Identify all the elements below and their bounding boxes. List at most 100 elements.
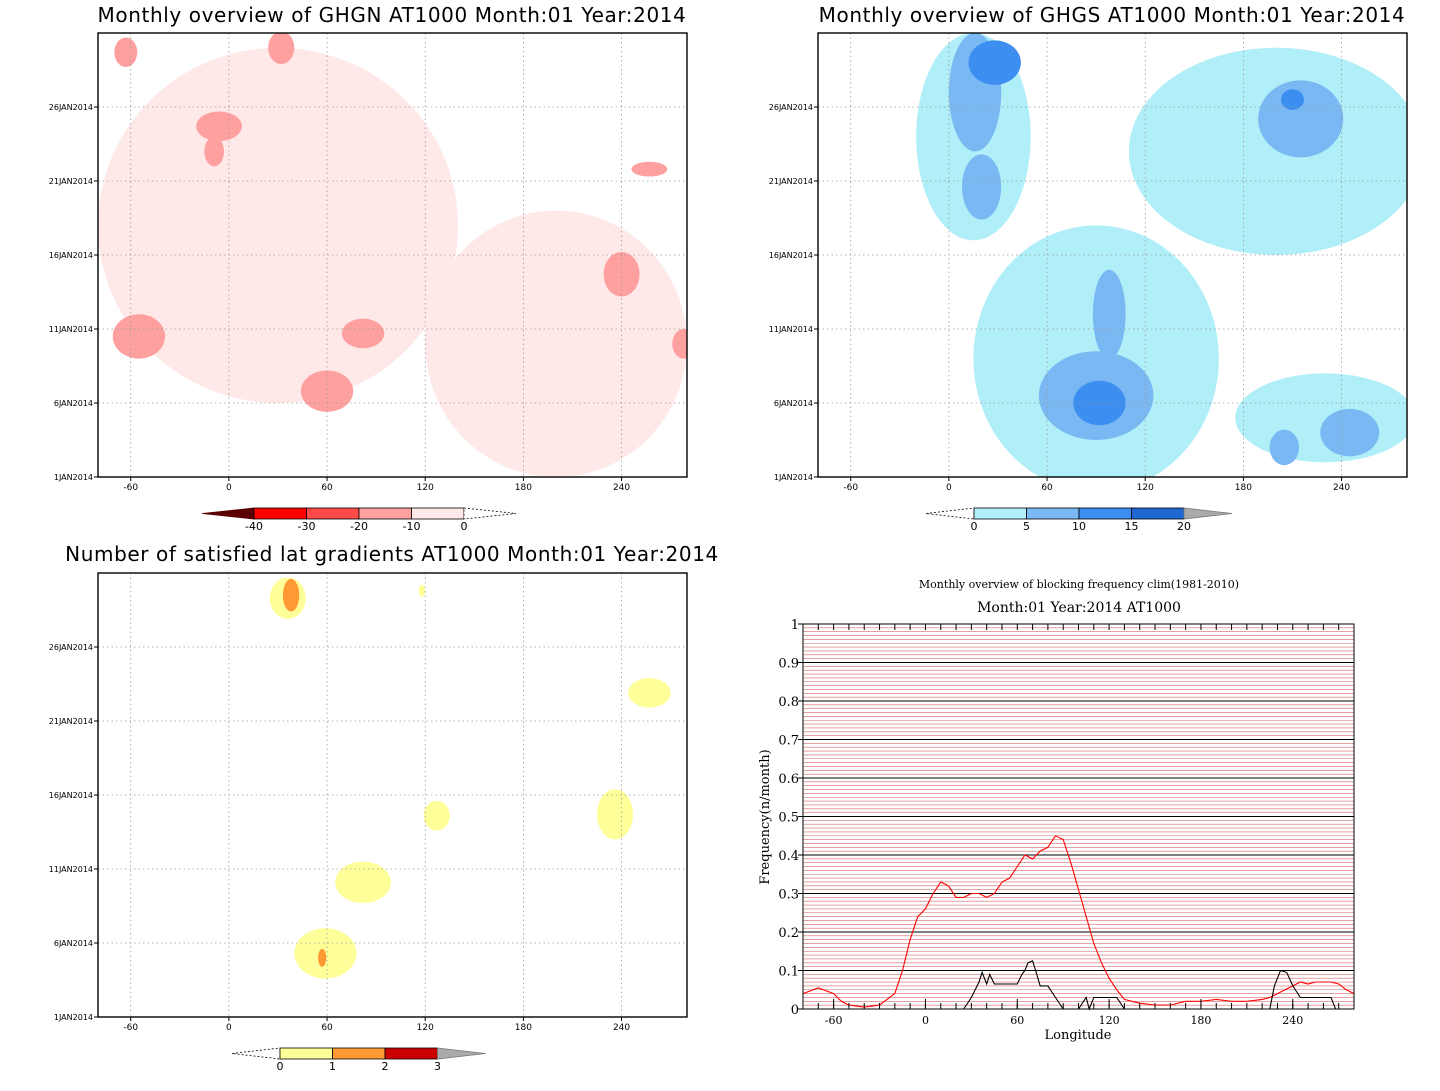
y-tick-label: 16JAN2014	[49, 791, 93, 800]
lat-panel: Number of satisfied lat gradients AT1000…	[49, 542, 718, 1073]
blocking-panel: Monthly overview of blocking frequency c…	[758, 578, 1355, 1043]
contour-region	[204, 136, 224, 167]
blocking-title: Monthly overview of blocking frequency c…	[919, 578, 1239, 591]
contour-region	[318, 948, 327, 967]
contour-region	[268, 33, 295, 65]
blocking-ylabel: Frequency(n/month)	[758, 749, 773, 884]
colorbar-box	[384, 1047, 438, 1060]
contour-region	[1128, 47, 1407, 255]
contour-region	[1320, 408, 1380, 457]
ghgs-panel: Monthly overview of GHGS AT1000 Month:01…	[769, 3, 1408, 533]
ghgn-field	[98, 33, 687, 477]
colorbar-label: 0	[461, 520, 468, 533]
y-tick-label: 21JAN2014	[769, 177, 813, 186]
x-tick-label: 120	[1099, 1014, 1120, 1027]
contour-region	[196, 111, 242, 142]
colorbar-box	[358, 507, 412, 520]
colorbar-label: 2	[382, 1060, 389, 1073]
ghgn-colorbar: -40 -30 -20 -10 0	[201, 507, 517, 533]
y-tick-label: 16JAN2014	[769, 251, 813, 260]
y-tick-label: 0.6	[778, 772, 799, 787]
y-tick-label: 11JAN2014	[769, 325, 813, 334]
colorbar-label: 15	[1125, 520, 1139, 533]
contour-region	[1269, 429, 1300, 466]
x-tick-label: 60	[321, 1023, 333, 1033]
colorbar-box	[279, 1047, 333, 1060]
contour-region	[423, 800, 450, 831]
y-tick-label: 0.1	[778, 965, 799, 980]
ghgn-grid	[98, 33, 687, 477]
contour-region	[1073, 380, 1126, 426]
ghgs-title: Monthly overview of GHGS AT1000 Month:01…	[819, 3, 1406, 27]
lat-grid	[98, 573, 687, 1017]
colorbar-label: -10	[403, 520, 421, 533]
colorbar-label: 10	[1072, 520, 1086, 533]
colorbar-label: 3	[434, 1060, 441, 1073]
contour-region	[112, 314, 166, 359]
y-tick-label: 21JAN2014	[49, 177, 93, 186]
contour-region	[418, 584, 426, 597]
contour-region	[98, 47, 458, 403]
colorbar-label: -30	[298, 520, 316, 533]
colorbar-box	[1026, 507, 1080, 520]
y-tick-label: 1JAN2014	[54, 1013, 93, 1022]
x-tick-label: 180	[1190, 1014, 1211, 1027]
lat-colorbar: 0 1 2 3	[231, 1047, 486, 1073]
y-tick-label: 11JAN2014	[49, 325, 93, 334]
colorbar-box	[1078, 507, 1132, 520]
ghgs-field	[818, 33, 1407, 477]
x-tick-label: 240	[1333, 483, 1350, 493]
x-tick-label: 0	[946, 483, 952, 493]
ghgs-colorbar: 0 5 10 15 20	[925, 507, 1233, 533]
y-tick-label: 0.3	[778, 888, 799, 903]
x-tick-label: 60	[1041, 483, 1053, 493]
blocking-lines	[802, 835, 1355, 1011]
y-tick-label: 26JAN2014	[49, 643, 93, 652]
colorbar-left-arrow	[925, 507, 975, 520]
colorbar-label: 0	[971, 520, 978, 533]
contour-region	[335, 861, 391, 904]
x-tick-label: 180	[1235, 483, 1252, 493]
contour-region	[597, 789, 634, 840]
contour-region	[300, 370, 354, 412]
y-tick-label: 0	[791, 1003, 799, 1018]
colorbar-box	[411, 507, 465, 520]
colorbar-right-arrow	[437, 1047, 486, 1060]
colorbar-box	[332, 1047, 386, 1060]
contour-region	[631, 161, 668, 177]
x-tick-label: 0	[226, 1023, 232, 1033]
y-tick-label: 1JAN2014	[54, 473, 93, 482]
blocking-xlabel: Longitude	[1045, 1028, 1112, 1043]
y-tick-label: 6JAN2014	[774, 399, 813, 408]
contour-region	[628, 678, 671, 708]
y-tick-label: 0.7	[778, 734, 799, 749]
y-tick-label: 26JAN2014	[769, 103, 813, 112]
y-tick-label: 21JAN2014	[49, 717, 93, 726]
contour-region	[672, 329, 687, 359]
colorbar-label: 5	[1023, 520, 1030, 533]
x-tick-label: 240	[613, 1023, 630, 1033]
x-tick-label: -60	[843, 483, 858, 493]
colorbar-box	[973, 507, 1027, 520]
y-tick-label: 0.8	[778, 695, 799, 710]
contour-region	[968, 40, 1021, 85]
x-tick-label: -60	[123, 483, 138, 493]
x-tick-label: 240	[1282, 1014, 1303, 1027]
x-tick-label: 240	[613, 483, 630, 493]
x-tick-label: 120	[1137, 483, 1154, 493]
y-tick-label: 0.2	[778, 926, 799, 941]
ghgn-title: Monthly overview of GHGN AT1000 Month:01…	[98, 3, 687, 27]
contour-region	[114, 37, 138, 68]
y-tick-label: 6JAN2014	[54, 399, 93, 408]
colorbar-label: -40	[245, 520, 263, 533]
colorbar-box	[306, 507, 360, 520]
x-tick-label: 120	[417, 1023, 434, 1033]
ghgn-panel: Monthly overview of GHGN AT1000 Month:01…	[49, 3, 688, 533]
y-tick-label: 0.4	[778, 849, 799, 864]
contour-region	[1235, 373, 1407, 463]
x-tick-label: 60	[1010, 1014, 1024, 1027]
x-tick-label: 0	[922, 1014, 929, 1027]
colorbar-label: 20	[1177, 520, 1191, 533]
colorbar-left-arrow	[201, 507, 255, 520]
